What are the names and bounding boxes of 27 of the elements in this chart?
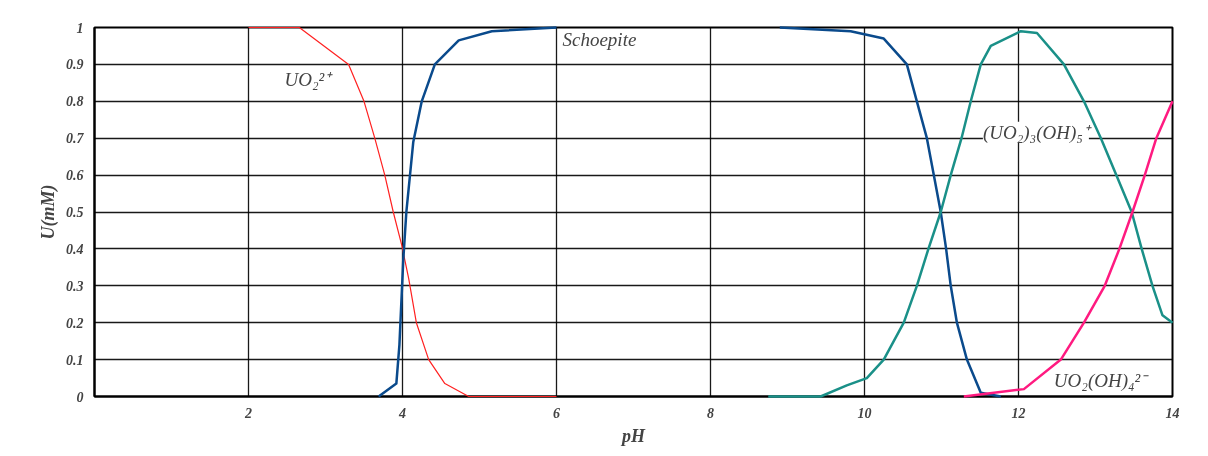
series-label: Schoepite [562, 29, 637, 50]
y-tick-label: 1 [76, 20, 84, 36]
x-tick-label: 12 [1011, 405, 1026, 421]
x-tick-label: 10 [857, 405, 872, 421]
line-series [962, 100, 1174, 398]
y-tick-label: 0.4 [66, 241, 84, 257]
y-tick-label: 0 [76, 389, 84, 405]
series-label: UO₂(OH)₄²⁻ [1053, 370, 1150, 392]
series-label: UO₂²⁺ [284, 69, 334, 90]
y-tick-label: 0.6 [66, 168, 84, 184]
x-tick-label: 8 [707, 405, 714, 421]
y-tick-label: 0.3 [66, 278, 84, 294]
line-series [767, 29, 1174, 398]
y-tick-label: 0.9 [66, 57, 84, 73]
y-axis-title: U(mM) [38, 184, 59, 240]
x-tick-label: 14 [1165, 405, 1180, 421]
y-tick-label: 0.2 [66, 315, 84, 331]
x-tick-label: 6 [553, 405, 560, 421]
series-label: (UO₂)₃(OH)₅⁺ [982, 121, 1092, 144]
line-series [247, 26, 558, 398]
y-tick-label: 0.1 [66, 352, 84, 368]
x-tick-label: 4 [398, 405, 406, 421]
x-tick-label: 2 [244, 405, 252, 421]
y-tick-label: 0.8 [66, 94, 84, 110]
x-axis-title: pH [620, 425, 646, 446]
y-tick-label: 0.7 [66, 131, 85, 147]
y-tick-label: 0.5 [66, 205, 84, 220]
